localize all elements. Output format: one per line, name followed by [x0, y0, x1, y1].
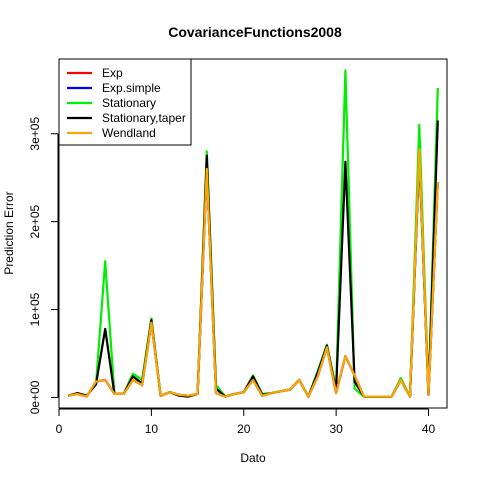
legend: ExpExp.simpleStationaryStationary,taperW… — [58, 58, 192, 146]
legend-label-4: Wendland — [102, 126, 156, 140]
x-tick-label: 0 — [56, 422, 63, 436]
y-tick-label: 1e+05 — [28, 292, 42, 326]
legend-label-2: Stationary — [102, 96, 156, 110]
x-axis-label: Dato — [240, 451, 266, 465]
x-tick-label: 20 — [237, 422, 251, 436]
legend-label-0: Exp — [102, 66, 123, 80]
series-line-3 — [67, 120, 439, 398]
x-tick-label: 10 — [145, 422, 159, 436]
plot-frame — [58, 58, 448, 409]
chart-title: CovarianceFunctions2008 — [168, 24, 342, 40]
y-axis: 0e+00 1e+05 2e+05 3e+05 — [28, 117, 59, 414]
y-axis-label: Prediction Error — [2, 191, 16, 274]
series-line-0 — [67, 148, 439, 398]
legend-label-1: Exp.simple — [102, 81, 161, 95]
x-axis: 0 10 20 30 40 — [56, 408, 436, 436]
plot-area — [67, 69, 439, 398]
y-tick-label: 0e+00 — [28, 380, 42, 414]
legend-label-3: Stationary,taper — [102, 111, 186, 125]
series-line-4 — [67, 148, 439, 398]
y-tick-label: 3e+05 — [28, 117, 42, 151]
y-tick-label: 2e+05 — [28, 204, 42, 238]
series-line-1 — [67, 148, 439, 398]
x-tick-label: 30 — [329, 422, 343, 436]
x-tick-label: 40 — [422, 422, 436, 436]
